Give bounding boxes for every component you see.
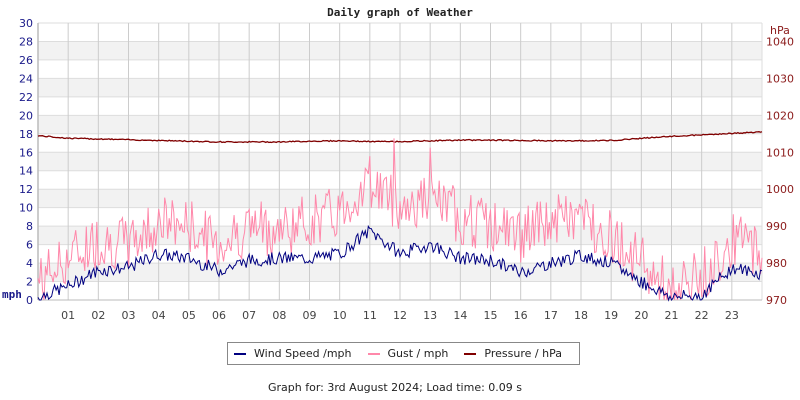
svg-text:980: 980 [766,257,787,270]
svg-text:1020: 1020 [766,109,794,122]
svg-text:09: 09 [303,309,317,322]
svg-text:970: 970 [766,294,787,307]
svg-text:990: 990 [766,220,787,233]
svg-text:16: 16 [514,309,528,322]
gust-swatch-icon [367,352,380,355]
legend-item-pressure: Pressure / hPa [464,347,562,360]
svg-text:18: 18 [19,128,33,141]
svg-text:11: 11 [363,309,377,322]
svg-text:14: 14 [19,165,33,178]
svg-text:04: 04 [152,309,166,322]
svg-text:1000: 1000 [766,183,794,196]
right-axis-ticks: 970 980 990 1000 1010 1020 1030 1040 [766,35,794,307]
chart-legend: Wind Speed /mph Gust / mph Pressure / hP… [227,342,580,365]
svg-text:20: 20 [634,309,648,322]
svg-text:22: 22 [695,309,709,322]
svg-text:07: 07 [242,309,256,322]
svg-text:12: 12 [393,309,407,322]
svg-text:1040: 1040 [766,35,794,48]
legend-label-pressure: Pressure / hPa [484,347,562,360]
legend-item-gust: Gust / mph [367,347,449,360]
x-axis-ticks: 01 02 03 04 05 06 07 08 09 10 11 12 13 14 15 16 17 18 19 20… [61,309,739,322]
gust-series [37,138,763,301]
svg-text:4: 4 [26,257,33,270]
svg-text:20: 20 [19,109,33,122]
legend-label-gust: Gust / mph [387,347,449,360]
svg-text:30: 30 [19,17,33,30]
left-axis-unit: mph [2,288,22,301]
svg-text:1010: 1010 [766,146,794,159]
svg-text:24: 24 [19,72,33,85]
chart-title: Daily graph of Weather [327,6,473,19]
svg-text:16: 16 [19,146,33,159]
svg-text:2: 2 [26,276,33,289]
svg-text:19: 19 [604,309,618,322]
legend-item-wind: Wind Speed /mph [234,347,352,360]
svg-text:18: 18 [574,309,588,322]
svg-text:6: 6 [26,239,33,252]
svg-text:1030: 1030 [766,72,794,85]
svg-text:23: 23 [725,309,739,322]
svg-text:28: 28 [19,35,33,48]
right-axis-unit: hPa [770,24,790,37]
pressure-series [37,131,763,144]
svg-text:22: 22 [19,91,33,104]
pressure-swatch-icon [464,352,477,355]
svg-text:0: 0 [26,294,33,307]
svg-text:21: 21 [665,309,679,322]
svg-text:02: 02 [91,309,105,322]
svg-text:08: 08 [272,309,286,322]
wind-swatch-icon [234,352,246,355]
plot-frame [37,23,763,301]
svg-text:10: 10 [333,309,347,322]
wind-speed-series [37,224,763,302]
svg-text:10: 10 [19,202,33,215]
svg-text:17: 17 [544,309,558,322]
svg-text:03: 03 [122,309,136,322]
graph-footer: Graph for: 3rd August 2024; Load time: 0… [267,381,523,394]
svg-text:13: 13 [423,309,437,322]
svg-text:12: 12 [19,183,33,196]
svg-text:06: 06 [212,309,226,322]
svg-text:8: 8 [26,220,33,233]
svg-text:14: 14 [453,309,467,322]
svg-text:26: 26 [19,54,33,67]
svg-text:05: 05 [182,309,196,322]
svg-text:01: 01 [61,309,75,322]
svg-text:15: 15 [484,309,498,322]
legend-label-wind: Wind Speed /mph [254,347,352,360]
